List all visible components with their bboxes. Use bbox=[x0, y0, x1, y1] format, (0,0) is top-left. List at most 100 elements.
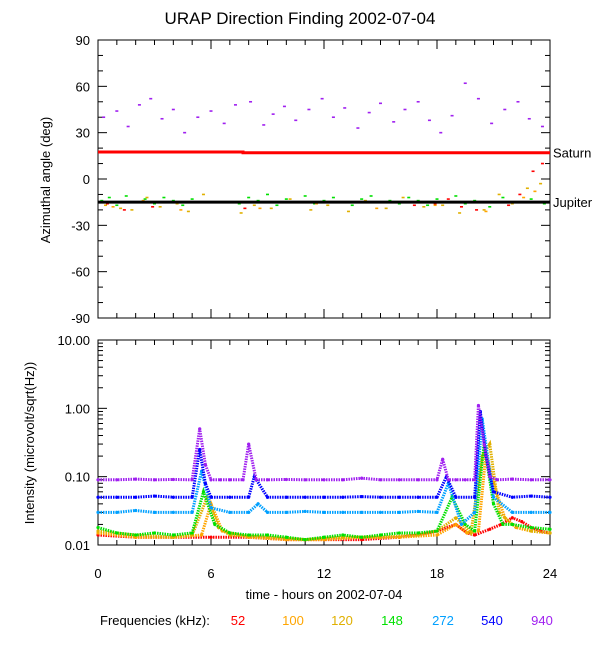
intensity-point-120 bbox=[96, 529, 100, 533]
intensity-point-272 bbox=[303, 509, 307, 514]
angle-y-tick-label: 30 bbox=[76, 126, 90, 141]
intensity-point-540 bbox=[548, 495, 552, 499]
angle-point-120 bbox=[186, 210, 190, 213]
time-x-axis-label: time - hours on 2002-07-04 bbox=[246, 587, 403, 602]
intensity-point-148 bbox=[115, 531, 119, 535]
intensity-point-148 bbox=[416, 531, 420, 535]
intensity-point-940 bbox=[209, 478, 213, 482]
legend-item-148: 148 bbox=[381, 613, 403, 628]
angle-point-120 bbox=[309, 209, 313, 211]
intensity-point-940 bbox=[463, 478, 467, 482]
angle-point-120 bbox=[288, 198, 292, 200]
angle-point-120 bbox=[269, 207, 273, 210]
angle-point-148 bbox=[143, 198, 147, 200]
intensity-point-940 bbox=[190, 478, 194, 482]
angle-point-148 bbox=[266, 193, 269, 196]
intensity-point-940 bbox=[228, 478, 232, 482]
angle-point-148 bbox=[369, 195, 373, 197]
intensity-point-940 bbox=[203, 463, 207, 467]
intensity-point-272 bbox=[134, 508, 138, 513]
intensity-point-148 bbox=[96, 525, 100, 530]
angle-point-52 bbox=[475, 209, 479, 211]
intensity-point-940 bbox=[247, 442, 251, 446]
intensity-point-148 bbox=[152, 531, 157, 535]
legend-item-272: 272 bbox=[432, 613, 454, 628]
legend-prefix: Frequencies (kHz): bbox=[100, 613, 210, 628]
intensity-point-940 bbox=[265, 478, 270, 482]
angle-point-148 bbox=[275, 204, 279, 207]
angle-y-tick-label: 90 bbox=[76, 33, 90, 48]
intensity-point-272 bbox=[435, 510, 439, 514]
angle-point-940 bbox=[503, 108, 507, 111]
intensity-point-148 bbox=[548, 527, 552, 531]
intensity-series-52 bbox=[97, 516, 551, 542]
reference-label-jupiter: Jupiter bbox=[553, 195, 593, 210]
angle-point-120 bbox=[384, 207, 388, 210]
intensity-point-272 bbox=[247, 510, 251, 514]
angle-point-52 bbox=[540, 162, 544, 165]
angle-y-tick-label: -90 bbox=[71, 311, 90, 326]
angle-point-120 bbox=[104, 204, 108, 207]
angle-point-52 bbox=[459, 206, 463, 208]
intensity-point-940 bbox=[446, 478, 450, 482]
intensity-point-148 bbox=[378, 533, 383, 537]
intensity-point-148 bbox=[284, 535, 288, 539]
angle-point-100 bbox=[522, 196, 526, 199]
angle-point-120 bbox=[145, 196, 149, 199]
intensity-point-540 bbox=[171, 495, 175, 499]
intensity-point-100 bbox=[465, 531, 469, 535]
intensity-point-148 bbox=[134, 533, 138, 537]
angle-point-148 bbox=[529, 198, 533, 200]
intensity-point-940 bbox=[441, 457, 445, 461]
intensity-point-272 bbox=[190, 510, 194, 514]
angle-point-940 bbox=[343, 107, 347, 109]
intensity-point-148 bbox=[491, 502, 496, 506]
angle-point-148 bbox=[360, 198, 364, 200]
intensity-point-148 bbox=[213, 522, 217, 527]
angle-point-120 bbox=[401, 196, 405, 199]
intensity-point-540 bbox=[397, 495, 401, 499]
intensity-point-148 bbox=[463, 522, 467, 527]
angle-point-120 bbox=[422, 206, 426, 208]
intensity-point-940 bbox=[254, 478, 258, 482]
intensity-point-540 bbox=[228, 495, 232, 499]
angle-point-148 bbox=[247, 196, 251, 199]
intensity-point-540 bbox=[190, 495, 194, 499]
intensity-y-tick-label: 10.00 bbox=[57, 333, 90, 348]
intensity-point-940 bbox=[284, 477, 288, 482]
intensity-point-272 bbox=[491, 495, 496, 499]
intensity-point-120 bbox=[488, 442, 492, 446]
intensity-series-940 bbox=[98, 405, 550, 482]
angle-y-axis-label: Azimuthal angle (deg) bbox=[38, 117, 53, 243]
angle-point-940 bbox=[450, 114, 454, 117]
intensity-point-540 bbox=[416, 495, 420, 499]
intensity-x-tick-label: 0 bbox=[94, 566, 101, 581]
intensity-panel: 10.00 1.00 0.10 0.01 0 6 12 18 24 Intensity (mic… bbox=[22, 333, 557, 602]
intensity-point-940 bbox=[218, 478, 223, 482]
angle-point-148 bbox=[190, 198, 194, 200]
intensity-point-540 bbox=[96, 495, 100, 499]
legend-item-540: 540 bbox=[481, 613, 503, 628]
intensity-y-tick-label: 0.01 bbox=[65, 538, 90, 553]
intensity-point-940 bbox=[171, 477, 175, 482]
angle-point-52 bbox=[507, 204, 511, 207]
intensity-point-148 bbox=[435, 529, 439, 533]
angle-point-148 bbox=[454, 195, 458, 197]
angle-point-52 bbox=[531, 170, 535, 173]
angle-point-100 bbox=[258, 207, 262, 210]
intensity-point-940 bbox=[416, 478, 420, 482]
angle-point-120 bbox=[363, 199, 367, 202]
intensity-point-540 bbox=[360, 495, 364, 499]
intensity-point-540 bbox=[510, 495, 514, 499]
angle-point-148 bbox=[435, 198, 439, 200]
intensity-point-540 bbox=[473, 495, 477, 499]
angle-point-148 bbox=[488, 206, 492, 208]
angle-point-940 bbox=[137, 104, 141, 106]
intensity-point-148 bbox=[510, 522, 514, 527]
angle-point-940 bbox=[294, 119, 298, 122]
angle-point-148 bbox=[473, 199, 477, 202]
intensity-point-148 bbox=[360, 535, 364, 539]
angle-point-940 bbox=[282, 105, 286, 108]
angle-point-120 bbox=[525, 187, 529, 190]
